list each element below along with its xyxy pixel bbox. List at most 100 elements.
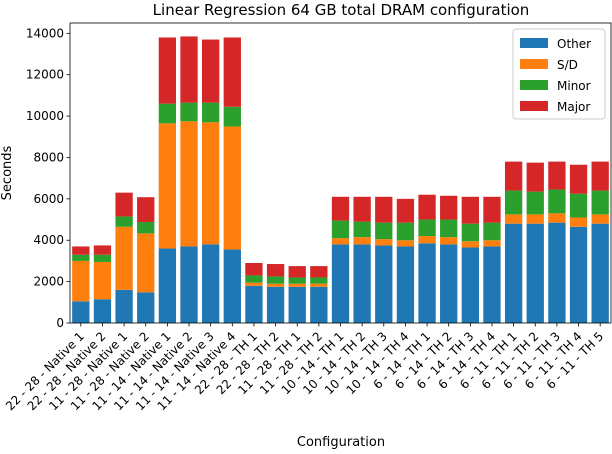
bar-segment-major-19 xyxy=(483,196,501,223)
legend-label: Major xyxy=(557,100,590,114)
bar-segment-s-d-16 xyxy=(418,236,436,244)
y-tick-label: 8000 xyxy=(33,150,64,164)
bar-segment-minor-15 xyxy=(396,222,415,241)
chart-title: Linear Regression 64 GB total DRAM confi… xyxy=(153,1,530,19)
bar-segment-major-4 xyxy=(158,37,177,104)
y-axis-label: Seconds xyxy=(0,145,15,200)
bar-segment-minor-0 xyxy=(72,254,90,261)
bar-segment-other-4 xyxy=(158,248,177,323)
bar-segment-minor-5 xyxy=(180,102,198,122)
y-tick-label: 4000 xyxy=(33,233,64,247)
bar-segment-s-d-6 xyxy=(202,122,220,245)
legend-label: Other xyxy=(557,37,591,51)
bar-segment-other-23 xyxy=(569,226,588,323)
legend-label: Minor xyxy=(557,79,591,93)
bar-segment-major-2 xyxy=(115,192,133,217)
bar-segment-major-9 xyxy=(266,264,285,277)
bar-segment-other-7 xyxy=(223,249,241,323)
bar-segment-s-d-1 xyxy=(93,261,112,300)
bar-segment-s-d-8 xyxy=(245,282,263,286)
bar-segment-minor-14 xyxy=(375,222,393,240)
bar-segment-minor-18 xyxy=(461,223,479,242)
bar-segment-minor-1 xyxy=(93,254,112,262)
bar-segment-minor-11 xyxy=(310,277,328,284)
bar-segment-other-16 xyxy=(418,243,436,323)
bar-segment-s-d-14 xyxy=(375,239,393,246)
bar-segment-minor-8 xyxy=(245,275,263,283)
bar-segment-s-d-17 xyxy=(440,237,458,245)
y-tick-label: 6000 xyxy=(33,192,64,206)
legend: Other S/D Minor Major xyxy=(512,28,606,120)
legend-swatch xyxy=(520,38,548,48)
bar-segment-s-d-24 xyxy=(591,214,609,224)
bar-segment-minor-21 xyxy=(526,191,544,215)
bar-segment-s-d-2 xyxy=(115,226,133,290)
bar-segment-other-1 xyxy=(93,299,112,323)
bar-segment-other-8 xyxy=(245,285,263,323)
bar-segment-minor-19 xyxy=(483,222,501,241)
bar-segment-minor-23 xyxy=(569,193,588,218)
bar-segment-other-22 xyxy=(548,222,566,323)
bar-segment-major-22 xyxy=(548,161,566,190)
bar-segment-major-20 xyxy=(504,161,523,191)
bar-segment-major-12 xyxy=(331,196,350,221)
bar-segment-other-0 xyxy=(72,301,90,323)
bar-segment-s-d-3 xyxy=(137,233,155,293)
bar-segment-other-2 xyxy=(115,289,133,323)
bar-segment-s-d-20 xyxy=(504,214,523,224)
bar-segment-major-10 xyxy=(288,266,306,278)
bar-segment-s-d-7 xyxy=(223,126,241,250)
bar-segment-other-14 xyxy=(375,245,393,323)
bar-segment-s-d-13 xyxy=(353,237,371,245)
bars-group xyxy=(72,36,609,323)
bar-segment-other-19 xyxy=(483,246,501,323)
bar-segment-minor-6 xyxy=(202,102,220,123)
bar-segment-minor-24 xyxy=(591,190,609,215)
bar-segment-minor-3 xyxy=(137,222,155,234)
bar-segment-minor-4 xyxy=(158,103,177,124)
bar-segment-s-d-11 xyxy=(310,283,328,287)
bar-segment-other-21 xyxy=(526,223,544,323)
bar-segment-minor-7 xyxy=(223,106,241,127)
bar-segment-major-0 xyxy=(72,246,90,255)
bar-segment-minor-13 xyxy=(353,221,371,238)
bar-segment-other-12 xyxy=(331,244,350,323)
bar-segment-minor-9 xyxy=(266,276,285,284)
bar-segment-major-11 xyxy=(310,266,328,278)
x-axis-label: Configuration xyxy=(297,435,385,450)
bar-segment-major-7 xyxy=(223,37,241,107)
bar-segment-other-9 xyxy=(266,286,285,323)
y-tick-label: 2000 xyxy=(33,275,64,289)
bar-segment-minor-20 xyxy=(504,190,523,215)
bar-segment-other-15 xyxy=(396,246,415,323)
bar-segment-minor-16 xyxy=(418,219,436,237)
bar-segment-major-13 xyxy=(353,196,371,222)
bar-segment-major-16 xyxy=(418,194,436,220)
bar-segment-other-3 xyxy=(137,292,155,323)
bar-segment-other-20 xyxy=(504,223,523,323)
bar-segment-s-d-5 xyxy=(180,121,198,247)
bar-segment-other-13 xyxy=(353,244,371,323)
bar-segment-other-18 xyxy=(461,247,479,323)
bar-segment-minor-22 xyxy=(548,189,566,214)
bar-segment-minor-17 xyxy=(440,219,458,238)
y-tick-label: 14000 xyxy=(26,26,64,40)
bar-segment-s-d-19 xyxy=(483,240,501,247)
legend-swatch xyxy=(520,80,548,90)
bar-segment-minor-12 xyxy=(331,220,350,239)
bar-segment-major-18 xyxy=(461,196,479,224)
bar-segment-major-15 xyxy=(396,198,415,223)
bar-segment-major-21 xyxy=(526,162,544,192)
bar-segment-other-5 xyxy=(180,246,198,323)
y-tick-label: 10000 xyxy=(26,109,64,123)
bar-segment-major-1 xyxy=(93,245,112,255)
legend-swatch xyxy=(520,59,548,69)
bar-segment-major-3 xyxy=(137,197,155,223)
bar-segment-other-11 xyxy=(310,286,328,323)
bar-segment-s-d-21 xyxy=(526,214,544,224)
bar-segment-other-24 xyxy=(591,223,609,323)
legend-swatch xyxy=(520,101,548,111)
bar-segment-major-8 xyxy=(245,263,263,276)
